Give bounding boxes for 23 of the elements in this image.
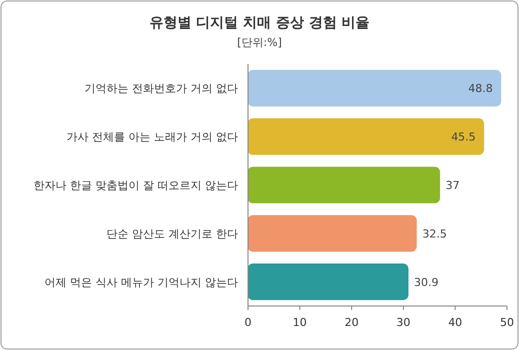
chart-subtitle: [단위:%] [237,36,282,49]
x-tick-label: 20 [344,316,359,329]
chart-title: 유형별 디지털 치매 증상 경험 비율 [149,15,370,31]
y-tick-label: 어제 먹은 식사 메뉴가 기억나지 않는다 [44,276,238,289]
bar [248,70,502,107]
data-label: 32.5 [422,227,447,240]
bar [248,215,417,252]
data-label: 37 [446,179,460,192]
bar [248,118,484,155]
y-tick-label: 한자나 한글 맞춤법이 잘 떠오르지 않는다 [34,179,238,192]
y-tick-label: 단순 암산도 계산기로 한다 [106,227,238,240]
x-tick-label: 0 [244,316,252,329]
data-label: 48.8 [468,82,493,96]
x-tick-label: 40 [448,316,462,329]
x-tick-label: 50 [500,316,514,329]
bar [248,166,440,204]
data-label: 45.5 [451,130,476,144]
data-label: 30.9 [414,276,439,289]
y-tick-label: 기억하는 전화번호가 거의 없다 [84,82,238,96]
x-tick-label: 30 [396,316,410,329]
y-tick-label: 가사 전체를 아는 노래가 거의 없다 [66,130,238,144]
x-tick-label: 10 [292,316,307,329]
bar [248,263,408,300]
